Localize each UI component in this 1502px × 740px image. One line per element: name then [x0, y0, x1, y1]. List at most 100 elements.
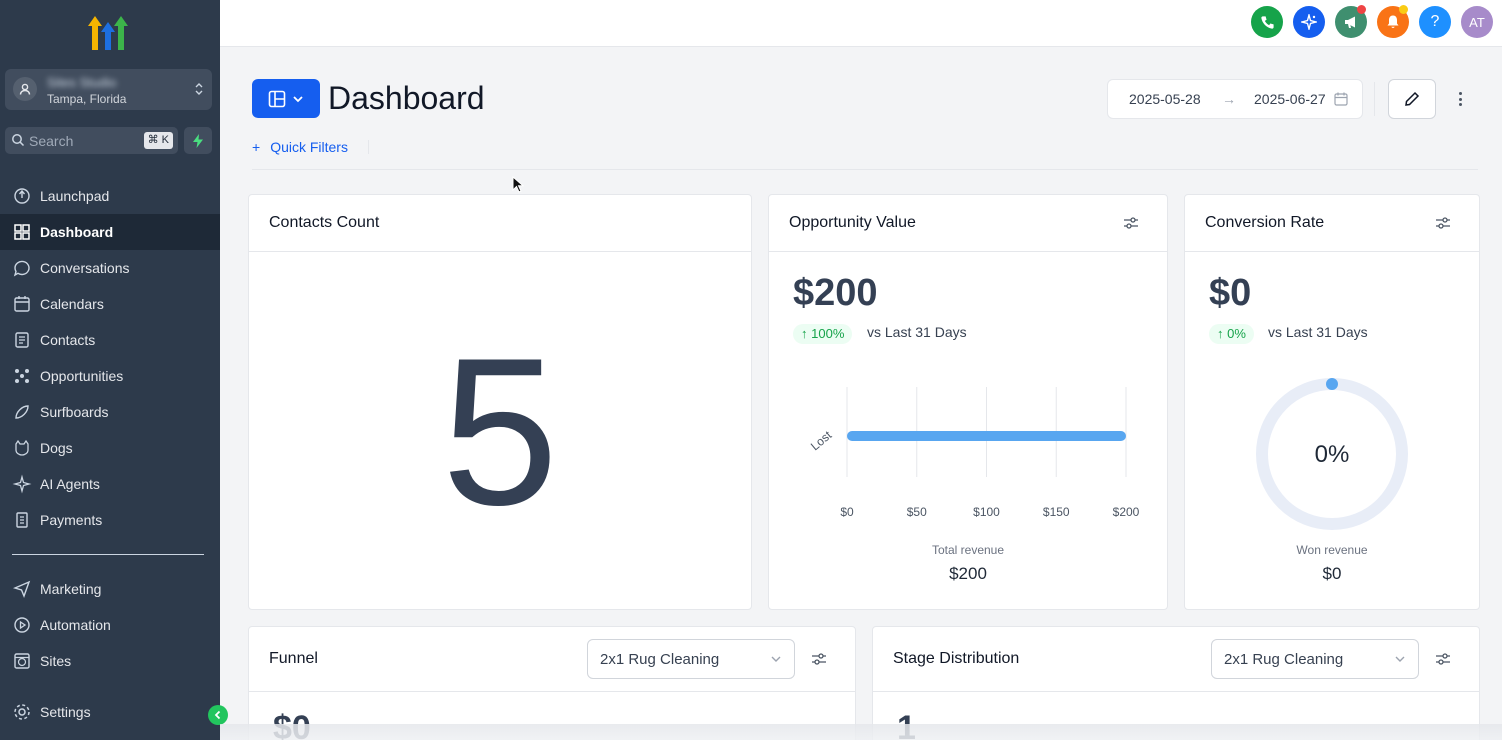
quick-filters-label: Quick Filters	[270, 139, 348, 155]
card-header-divider	[769, 251, 1167, 252]
sidebar-item-sites[interactable]: Sites	[0, 643, 220, 679]
help-button[interactable]: ?	[1419, 6, 1451, 38]
donut-center-label: 0%	[1315, 441, 1350, 468]
pipeline-select-value: 2x1 Rug Cleaning	[600, 651, 720, 668]
chevron-down-icon	[771, 656, 781, 662]
pencil-icon	[1405, 91, 1420, 106]
sidebar-item-label: AI Agents	[40, 476, 100, 492]
quick-action-button[interactable]	[184, 127, 212, 154]
filter-settings-icon[interactable]	[1435, 651, 1451, 667]
sidebar-item-marketing[interactable]: Marketing	[0, 571, 220, 607]
x-tick-label: $0	[840, 505, 854, 519]
gear-icon	[12, 702, 32, 722]
pipeline-select-value: 2x1 Rug Cleaning	[1224, 651, 1344, 668]
sidebar-item-label: Sites	[40, 653, 72, 669]
megaphone-icon	[1345, 16, 1355, 28]
card-title: Funnel	[269, 650, 318, 667]
sidebar-item-label: Opportunities	[40, 368, 124, 384]
arrow-right-icon: →	[1222, 91, 1236, 107]
sidebar-item-dashboard[interactable]: Dashboard	[0, 214, 220, 250]
payments-icon	[12, 510, 32, 530]
quick-filters-button[interactable]: + Quick Filters	[252, 139, 348, 155]
notification-dot	[1357, 5, 1366, 14]
sidebar-item-label: Settings	[40, 704, 91, 720]
card-header-divider	[249, 691, 855, 692]
card-header-divider	[873, 691, 1479, 692]
search-placeholder: Search	[29, 133, 74, 149]
funnel-card: Funnel 2x1 Rug Cleaning $0	[248, 626, 856, 740]
sidebar-item-automation[interactable]: Automation	[0, 607, 220, 643]
plus-icon: +	[252, 139, 261, 155]
total-revenue-label: Total revenue	[931, 543, 1005, 557]
opportunity-value: $200	[793, 272, 878, 314]
ai-assistant-button[interactable]	[1293, 6, 1325, 38]
filter-settings-icon[interactable]	[1123, 215, 1139, 231]
sidebar-item-conversations[interactable]: Conversations	[0, 250, 220, 286]
card-title: Contacts Count	[269, 214, 380, 231]
contacts-count-value: 5	[441, 314, 559, 549]
sidebar-item-label: Marketing	[40, 581, 102, 597]
stage-distribution-card: Stage Distribution 2x1 Rug Cleaning 1	[872, 626, 1480, 740]
opportunity-bar-chart: $0 $50 $100 $150 $200 Lost	[808, 387, 1140, 519]
sidebar-item-label: Launchpad	[40, 188, 110, 204]
conversion-rate-card: Conversion Rate $0 ↑ 0% vs Last 31 Days …	[1184, 194, 1480, 610]
filter-settings-icon[interactable]	[1435, 215, 1451, 231]
edit-dashboard-button[interactable]	[1388, 79, 1436, 119]
filter-settings-icon[interactable]	[811, 651, 827, 667]
sidebar-item-ai-agents[interactable]: AI Agents	[0, 466, 220, 502]
view-switcher-button[interactable]	[252, 79, 320, 118]
notification-dot	[1399, 5, 1408, 14]
sidebar-item-dogs[interactable]: Dogs	[0, 430, 220, 466]
comparison-label: vs Last 31 Days	[867, 324, 967, 340]
sidebar-item-contacts[interactable]: Contacts	[0, 322, 220, 358]
dog-icon	[12, 438, 32, 458]
pipeline-select[interactable]: 2x1 Rug Cleaning	[587, 639, 795, 679]
sidebar-item-label: Conversations	[40, 260, 130, 276]
chat-icon	[12, 258, 32, 278]
notifications-button[interactable]	[1377, 5, 1409, 38]
sidebar-item-label: Dashboard	[40, 224, 114, 240]
phone-button[interactable]	[1251, 6, 1283, 38]
date-end[interactable]: 2025-06-27	[1254, 91, 1326, 107]
sidebar-item-payments[interactable]: Payments	[0, 502, 220, 538]
sidebar-item-launchpad[interactable]: Launchpad	[0, 178, 220, 214]
account-switcher[interactable]: Sites Studio Tampa, Florida	[5, 69, 212, 110]
location-icon	[13, 77, 37, 101]
conversion-value: $0	[1209, 272, 1252, 314]
x-tick-label: $150	[1043, 505, 1070, 519]
sidebar-item-surfboards[interactable]: Surfboards	[0, 394, 220, 430]
more-options-icon[interactable]	[1452, 90, 1468, 108]
sidebar-item-label: Surfboards	[40, 404, 109, 420]
account-location: Tampa, Florida	[47, 92, 127, 106]
search-icon	[12, 134, 25, 147]
sparkle-icon	[1301, 14, 1317, 30]
bell-icon	[1387, 15, 1399, 29]
date-start[interactable]: 2025-05-28	[1129, 91, 1201, 107]
calendar-icon	[1334, 92, 1348, 106]
bolt-icon	[193, 133, 203, 148]
app-logo[interactable]	[86, 14, 130, 52]
automation-icon	[12, 615, 32, 635]
contacts-count-card: Contacts Count 5	[248, 194, 752, 610]
mouse-cursor-icon	[512, 176, 524, 193]
conversion-donut: 0%	[1256, 378, 1408, 530]
avatar[interactable]: AT	[1461, 6, 1493, 38]
account-name: Sites Studio	[47, 75, 117, 90]
send-icon	[12, 579, 32, 599]
scroll-shadow	[220, 724, 1502, 740]
sidebar-item-label: Calendars	[40, 296, 104, 312]
card-title: Conversion Rate	[1205, 214, 1325, 231]
change-value: 100%	[811, 326, 845, 341]
won-revenue-value: $0	[1322, 564, 1342, 583]
top-bar: ? AT	[220, 0, 1502, 47]
phone-icon	[1260, 15, 1274, 29]
date-range-picker[interactable]: 2025-05-28 → 2025-06-27	[1107, 79, 1363, 119]
collapse-sidebar-button[interactable]	[208, 705, 228, 725]
sidebar-item-calendars[interactable]: Calendars	[0, 286, 220, 322]
sidebar-item-label: Contacts	[40, 332, 96, 348]
search-input[interactable]: Search ⌘ K	[5, 127, 178, 154]
pipeline-select[interactable]: 2x1 Rug Cleaning	[1211, 639, 1419, 679]
sidebar-item-opportunities[interactable]: Opportunities	[0, 358, 220, 394]
announcements-button[interactable]	[1335, 5, 1367, 38]
sidebar-item-settings[interactable]: Settings	[0, 694, 220, 730]
